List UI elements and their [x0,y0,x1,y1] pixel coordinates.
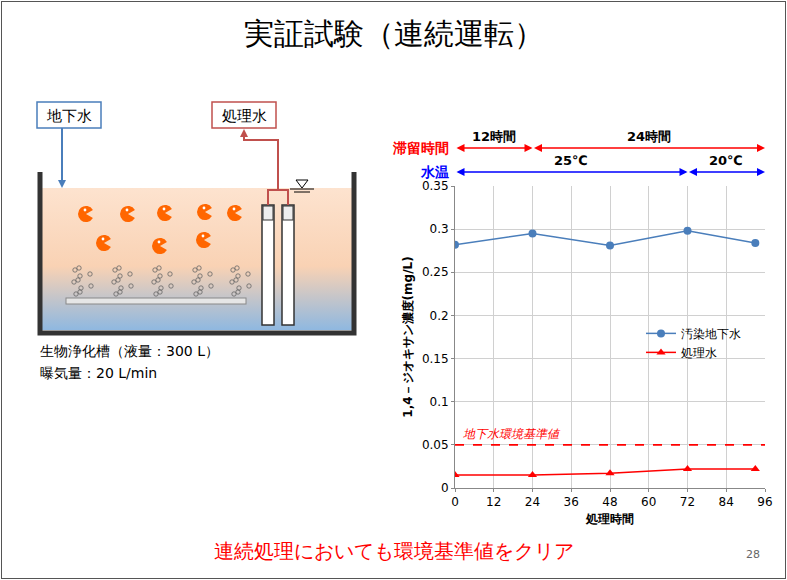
svg-text:60: 60 [641,495,656,509]
svg-text:72: 72 [680,495,695,509]
svg-text:20℃: 20℃ [709,153,743,168]
svg-text:汚染地下水: 汚染地下水 [681,327,741,341]
svg-text:0.1: 0.1 [430,395,449,409]
svg-text:生物浄化槽（液量：300 L）: 生物浄化槽（液量：300 L） [40,343,219,359]
svg-text:滞留時間: 滞留時間 [392,140,449,156]
svg-text:25℃: 25℃ [554,153,588,168]
svg-text:96: 96 [757,495,772,509]
svg-text:48: 48 [602,495,617,509]
svg-text:24: 24 [525,495,540,509]
svg-text:水温: 水温 [420,164,449,180]
svg-text:曝気量：20 L/min: 曝気量：20 L/min [40,365,157,381]
svg-text:地下水: 地下水 [46,107,92,125]
html-text:実証試験（連続運転）: 実証試験（連続運転） [243,16,544,51]
svg-text:処理水: 処理水 [222,107,267,125]
svg-text:24時間: 24時間 [627,129,671,144]
svg-text:処理時間: 処理時間 [585,512,634,526]
svg-text:0.3: 0.3 [430,222,449,236]
svg-text:0.05: 0.05 [422,438,449,452]
svg-text:処理水: 処理水 [681,346,717,360]
svg-text:0.2: 0.2 [430,309,449,323]
svg-text:12: 12 [486,495,501,509]
svg-text:0.35: 0.35 [422,179,449,193]
svg-text:0.15: 0.15 [422,352,449,366]
svg-text:地下水環境基準値: 地下水環境基準値 [463,427,561,441]
svg-text:84: 84 [719,495,734,509]
html-text:連続処理においても環境基準値をクリア: 連続処理においても環境基準値をクリア [213,539,574,563]
svg-text:0.25: 0.25 [422,265,449,279]
svg-text:0: 0 [441,481,449,495]
svg-text:1,4－ジオキサン濃度(mg/L): 1,4－ジオキサン濃度(mg/L) [401,256,415,417]
html-text:28: 28 [746,548,760,561]
svg-text:0: 0 [451,495,459,509]
svg-text:36: 36 [564,495,579,509]
svg-text:12時間: 12時間 [472,129,516,144]
